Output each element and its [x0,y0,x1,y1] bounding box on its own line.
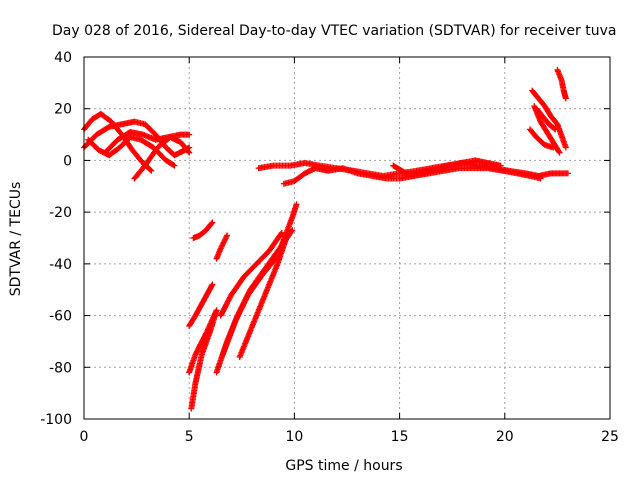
satellite-track [190,219,216,241]
track-markers [217,229,285,319]
plot-marks [81,66,571,412]
x-tick-label: 20 [496,429,514,445]
y-tick-label: 0 [63,153,72,169]
track-markers [554,66,569,102]
chart-title: Day 028 of 2016, Sidereal Day-to-day VTE… [52,23,616,39]
satellite-track [131,134,193,182]
track-markers [529,87,569,151]
y-tick-label: -80 [49,360,72,376]
track-markers [219,201,300,358]
satellite-track [188,307,220,412]
x-tick-label: 25 [601,429,619,445]
satellite-track [213,232,231,262]
x-tick-label: 15 [391,429,409,445]
satellite-track [390,157,504,179]
axis-ticks: 0 5 10 15 20 25 -100 -80 -60 -40 -20 0 20 40 [40,50,619,445]
track-markers [131,134,193,182]
satellite-track [554,66,569,102]
satellite-track [219,201,300,358]
grid [84,57,610,419]
track-markers [186,281,216,329]
y-tick-label: -20 [49,205,72,221]
y-tick-label: -40 [49,257,72,273]
track-markers [527,126,557,151]
track-markers [190,219,216,241]
satellite-track [527,126,557,151]
x-tick-label: 10 [285,429,303,445]
satellite-track [186,281,216,329]
x-tick-label: 0 [80,429,89,445]
y-tick-label: -100 [40,412,72,428]
track-markers [213,232,231,262]
y-tick-label: -60 [49,309,72,325]
track-markers [533,105,559,133]
x-axis-label: GPS time / hours [285,458,402,474]
y-tick-label: 20 [54,102,72,118]
satellite-track [529,87,569,151]
satellite-track [533,105,559,133]
track-markers [390,157,504,179]
x-tick-label: 5 [185,429,194,445]
satellite-track [236,229,292,360]
satellite-track [217,229,285,319]
track-markers [236,229,292,360]
y-axis-label: SDTVAR / TECUs [8,182,24,297]
plot-frame [83,56,611,420]
y-tick-label: 40 [54,50,72,66]
track-markers [188,307,220,412]
